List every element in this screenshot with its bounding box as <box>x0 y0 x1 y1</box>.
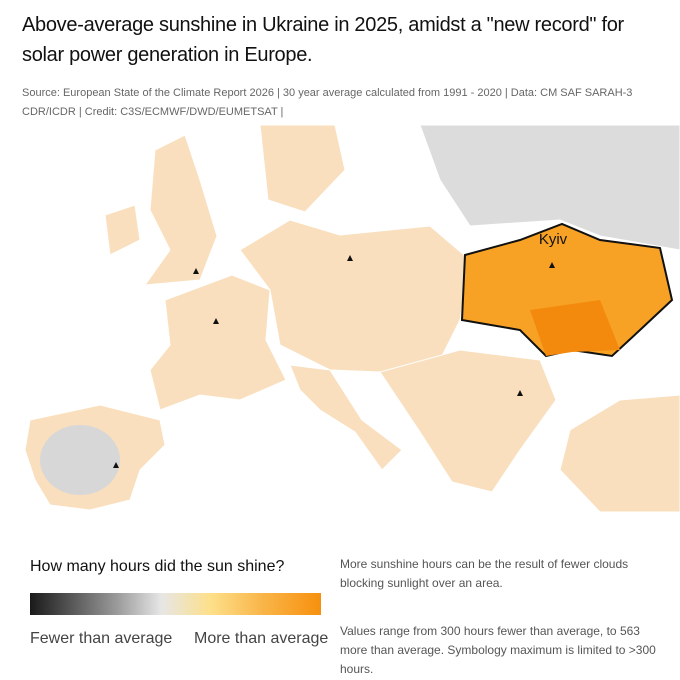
north-east <box>419 124 680 251</box>
britain <box>143 134 218 286</box>
legend-gradient <box>30 593 321 615</box>
central-europe <box>239 219 471 373</box>
capital-marker <box>517 390 523 396</box>
ukraine <box>460 222 674 358</box>
legend-title: How many hours did the sun shine? <box>30 558 285 575</box>
ukraine-south <box>530 300 620 356</box>
city-label: Kyiv <box>539 231 568 248</box>
balkans <box>379 349 557 493</box>
turkey <box>559 394 680 513</box>
iberia-shade <box>40 425 120 495</box>
capital-marker <box>213 318 219 324</box>
capitals <box>113 255 555 468</box>
title: Above-average sunshine in Ukraine in 202… <box>22 14 624 66</box>
note: More sunshine hours can be the result of… <box>340 557 629 590</box>
france <box>149 274 287 411</box>
capital-marker <box>549 262 555 268</box>
ireland <box>104 204 141 256</box>
capital-marker <box>347 255 353 261</box>
capital-marker <box>113 462 119 468</box>
legend-high: More than average <box>194 630 329 647</box>
capital-marker <box>193 268 199 274</box>
subtitle: Source: European State of the Climate Re… <box>22 87 633 118</box>
note: Values range from 300 hours fewer than a… <box>340 624 656 676</box>
map-land <box>24 124 680 513</box>
scandinavia <box>259 124 346 213</box>
italy <box>289 364 403 471</box>
legend-low: Fewer than average <box>30 630 173 647</box>
